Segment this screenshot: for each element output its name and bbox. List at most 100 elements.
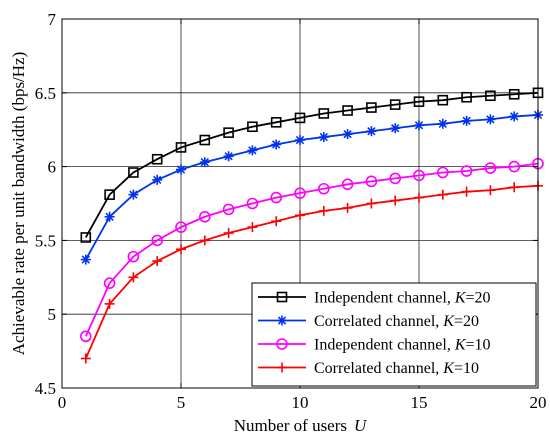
data-point [461,186,472,197]
data-point [318,205,329,216]
data-point [366,102,377,113]
data-point [318,108,330,119]
data-point [509,111,520,122]
data-point [366,198,377,209]
data-point [246,197,259,210]
data-point [509,182,520,193]
series-line-0 [85,91,539,238]
data-point [223,228,234,239]
data-point [414,192,424,203]
data-point [151,234,163,247]
y-axis-label: Achievable rate per unit bandwidth (bps/… [9,52,28,356]
data-point [176,244,186,255]
x-axis-label: Number of users U [234,416,368,435]
data-point [103,277,116,290]
data-point [389,99,401,110]
legend-swatch-marker [277,362,287,373]
y-tick-label: 6 [48,158,57,177]
data-point [413,96,425,107]
data-point [175,221,187,233]
data-point [485,90,496,102]
data-point [152,256,163,267]
y-tick-label: 7 [48,10,57,29]
data-point [80,330,92,343]
data-point [223,127,234,138]
y-tick-label: 5.5 [35,231,56,250]
data-point [222,203,235,216]
data-point [199,210,211,223]
data-point [247,145,258,156]
legend-swatch-marker [276,338,288,350]
data-point [128,189,139,200]
data-point [271,216,282,227]
grid-lines [62,19,538,388]
data-point [247,121,258,133]
data-point [414,120,424,131]
data-point [152,174,163,185]
data-point [80,254,91,265]
legend-box [251,282,537,387]
data-point [508,160,521,173]
x-tick-label: 20 [530,393,547,412]
data-point [271,139,282,150]
data-point [460,165,473,177]
data-point [342,202,353,213]
data-point [436,166,449,179]
data-point [199,134,211,146]
data-point [461,115,472,126]
data-point [247,222,258,233]
data-point [342,129,353,140]
data-point [104,211,115,222]
data-point [199,235,210,246]
data-point [485,114,496,125]
x-tick-label: 0 [58,393,67,412]
data-point [461,91,472,103]
data-point [413,169,425,182]
x-tick-label: 10 [292,393,309,412]
data-point [366,126,377,137]
y-tick-label: 6.5 [35,84,56,103]
data-point [80,232,92,243]
legend-swatch-marker [277,315,287,326]
legend-swatch-marker [276,291,288,303]
data-point [341,178,354,191]
data-point [128,167,139,178]
data-point [270,191,283,204]
data-point [508,88,520,100]
data-point [270,117,282,128]
data-point [128,272,139,283]
data-point [223,151,234,162]
data-point [294,187,306,199]
legend-entry: Independent channel, K=20 [314,290,491,307]
data-point [176,164,186,175]
data-point [294,112,306,124]
data-point [295,210,305,221]
data-point [484,162,497,174]
data-point [390,195,401,206]
data-point [342,105,353,116]
data-point [80,353,91,364]
y-tick-label: 4.5 [35,379,56,398]
data-point [365,175,378,188]
data-point [437,118,448,129]
legend-entry: Correlated channel, K=10 [314,360,479,377]
x-tick-label: 5 [177,393,186,412]
data-point [151,153,163,165]
data-point [437,189,448,200]
data-point [389,172,402,185]
tick-labels: 0 5 10 15 20 4.5 5 5.5 6 6.5 7 [35,10,547,412]
data-point [104,189,115,200]
data-point [318,132,329,143]
legend-entry: Independent channel, K=10 [314,337,491,354]
legend-entry: Correlated channel, K=20 [314,313,479,330]
x-tick-label: 15 [411,393,428,412]
data-point [199,157,210,168]
data-point [485,185,496,196]
data-point [127,250,140,263]
data-point [295,135,305,146]
series-markers [80,87,544,364]
legend: Independent channel, K=20 Correlated chan… [251,282,537,387]
data-point [175,142,187,153]
data-point [437,94,449,106]
